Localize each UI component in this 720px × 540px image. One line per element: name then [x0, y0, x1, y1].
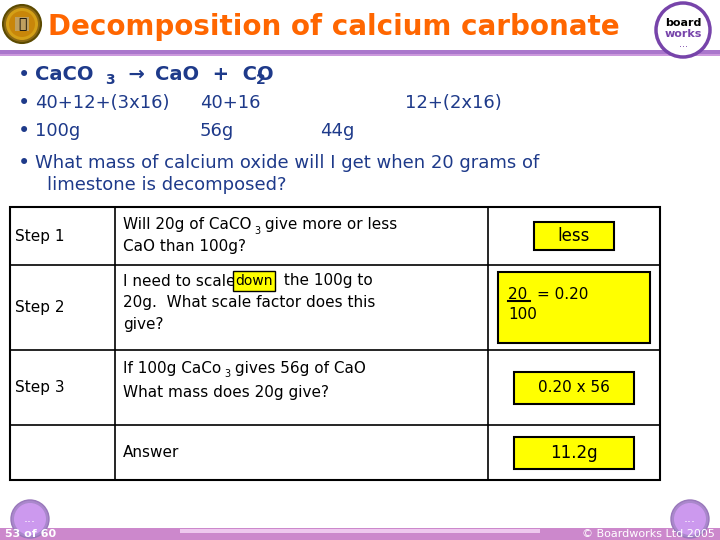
Text: limestone is decomposed?: limestone is decomposed?	[47, 176, 287, 194]
Text: ...: ...	[678, 39, 688, 49]
Circle shape	[9, 11, 35, 37]
Bar	[180, 529, 540, 533]
Text: CaO  +  CO: CaO + CO	[155, 65, 274, 84]
Text: 44g: 44g	[320, 122, 354, 140]
Bar	[0, 54, 720, 56]
Circle shape	[14, 503, 46, 535]
Text: 40+12+(3x16): 40+12+(3x16)	[35, 94, 169, 112]
Circle shape	[3, 5, 41, 43]
Text: I need to scale: I need to scale	[123, 273, 235, 288]
Text: •: •	[18, 65, 30, 85]
Text: down: down	[235, 274, 273, 288]
Text: 56g: 56g	[200, 122, 234, 140]
Bar	[0, 50, 720, 54]
Text: CaCO: CaCO	[35, 65, 94, 84]
Circle shape	[6, 8, 38, 40]
Text: 20g.  What scale factor does this: 20g. What scale factor does this	[123, 295, 375, 310]
Text: 20  = 0.20: 20 = 0.20	[508, 287, 588, 302]
Bar	[498, 272, 650, 343]
Text: •: •	[18, 121, 30, 141]
Text: •: •	[18, 93, 30, 113]
Text: Will 20g of CaCO: Will 20g of CaCO	[123, 218, 251, 233]
Bar	[514, 436, 634, 469]
Text: If 100g CaCo: If 100g CaCo	[123, 361, 221, 375]
Bar	[534, 222, 614, 250]
Bar	[514, 372, 634, 403]
Text: •: •	[18, 153, 30, 173]
Circle shape	[674, 503, 706, 535]
Text: ...: ...	[24, 512, 36, 525]
Text: ...: ...	[684, 512, 696, 525]
Text: CaO than 100g?: CaO than 100g?	[123, 240, 246, 254]
Text: Step 1: Step 1	[15, 228, 65, 244]
Text: What mass does 20g give?: What mass does 20g give?	[123, 384, 329, 400]
Bar	[15, 17, 29, 31]
Circle shape	[11, 500, 49, 538]
Text: Decomposition of calcium carbonate: Decomposition of calcium carbonate	[48, 13, 620, 41]
Text: gives 56g of CaO: gives 56g of CaO	[230, 361, 366, 375]
Circle shape	[671, 500, 709, 538]
Bar	[233, 271, 275, 291]
Text: works: works	[665, 29, 702, 39]
Text: 100g: 100g	[35, 122, 80, 140]
Bar	[0, 528, 720, 540]
Text: 0.20 x 56: 0.20 x 56	[538, 380, 610, 395]
Bar	[0, 480, 720, 505]
Text: 100: 100	[508, 307, 537, 322]
Text: © Boardworks Ltd 2005: © Boardworks Ltd 2005	[582, 529, 715, 539]
Text: 11.2g: 11.2g	[550, 443, 598, 462]
Text: give more or less: give more or less	[260, 218, 397, 233]
Text: 3: 3	[105, 73, 114, 87]
Text: 3: 3	[254, 226, 260, 236]
Text: Step 2: Step 2	[15, 300, 65, 315]
Text: give?: give?	[123, 318, 163, 333]
Text: 3: 3	[224, 369, 230, 379]
Circle shape	[656, 3, 710, 57]
Text: less: less	[558, 227, 590, 245]
Text: 53 of 60: 53 of 60	[5, 529, 56, 539]
Text: 12+(2x16): 12+(2x16)	[405, 94, 502, 112]
Text: 🧪: 🧪	[18, 17, 26, 31]
Text: 2: 2	[256, 73, 266, 87]
Bar	[0, 0, 720, 50]
Text: Answer: Answer	[123, 445, 179, 460]
Text: board: board	[665, 18, 701, 28]
Text: What mass of calcium oxide will I get when 20 grams of: What mass of calcium oxide will I get wh…	[35, 154, 539, 172]
Text: the 100g to: the 100g to	[279, 273, 373, 288]
Text: →: →	[115, 65, 158, 84]
Text: 40+16: 40+16	[200, 94, 261, 112]
Text: Step 3: Step 3	[15, 380, 65, 395]
Bar	[10, 207, 660, 480]
Bar	[10, 207, 660, 480]
